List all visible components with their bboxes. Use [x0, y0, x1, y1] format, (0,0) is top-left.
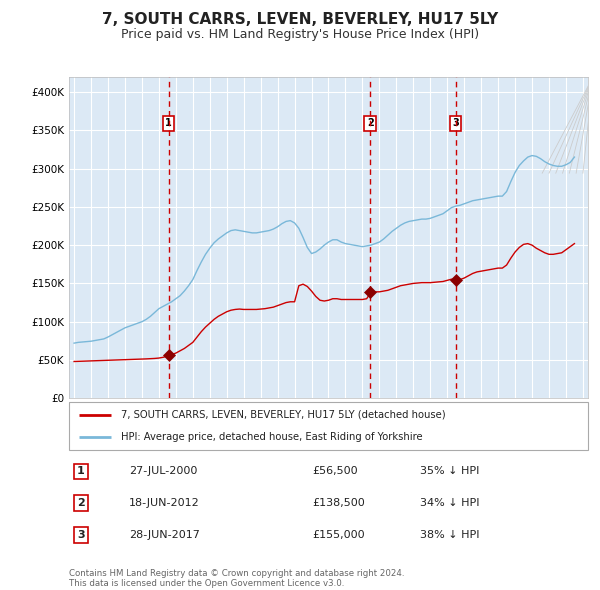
Text: £138,500: £138,500: [312, 499, 365, 508]
Text: 3: 3: [77, 530, 85, 540]
Text: HPI: Average price, detached house, East Riding of Yorkshire: HPI: Average price, detached house, East…: [121, 432, 422, 442]
Text: 28-JUN-2017: 28-JUN-2017: [129, 530, 200, 540]
Text: 1: 1: [165, 119, 172, 128]
Text: 3: 3: [452, 119, 459, 128]
Text: 35% ↓ HPI: 35% ↓ HPI: [420, 467, 479, 476]
Text: 2: 2: [77, 499, 85, 508]
Text: 7, SOUTH CARRS, LEVEN, BEVERLEY, HU17 5LY: 7, SOUTH CARRS, LEVEN, BEVERLEY, HU17 5L…: [102, 12, 498, 27]
Text: 1: 1: [77, 467, 85, 476]
Text: 38% ↓ HPI: 38% ↓ HPI: [420, 530, 479, 540]
Text: 2: 2: [367, 119, 374, 128]
Text: 18-JUN-2012: 18-JUN-2012: [129, 499, 200, 508]
Text: Price paid vs. HM Land Registry's House Price Index (HPI): Price paid vs. HM Land Registry's House …: [121, 28, 479, 41]
Text: £56,500: £56,500: [312, 467, 358, 476]
Text: Contains HM Land Registry data © Crown copyright and database right 2024.
This d: Contains HM Land Registry data © Crown c…: [69, 569, 404, 588]
Text: 7, SOUTH CARRS, LEVEN, BEVERLEY, HU17 5LY (detached house): 7, SOUTH CARRS, LEVEN, BEVERLEY, HU17 5L…: [121, 410, 446, 420]
FancyBboxPatch shape: [69, 402, 588, 450]
Text: 27-JUL-2000: 27-JUL-2000: [129, 467, 197, 476]
Text: £155,000: £155,000: [312, 530, 365, 540]
Text: 34% ↓ HPI: 34% ↓ HPI: [420, 499, 479, 508]
